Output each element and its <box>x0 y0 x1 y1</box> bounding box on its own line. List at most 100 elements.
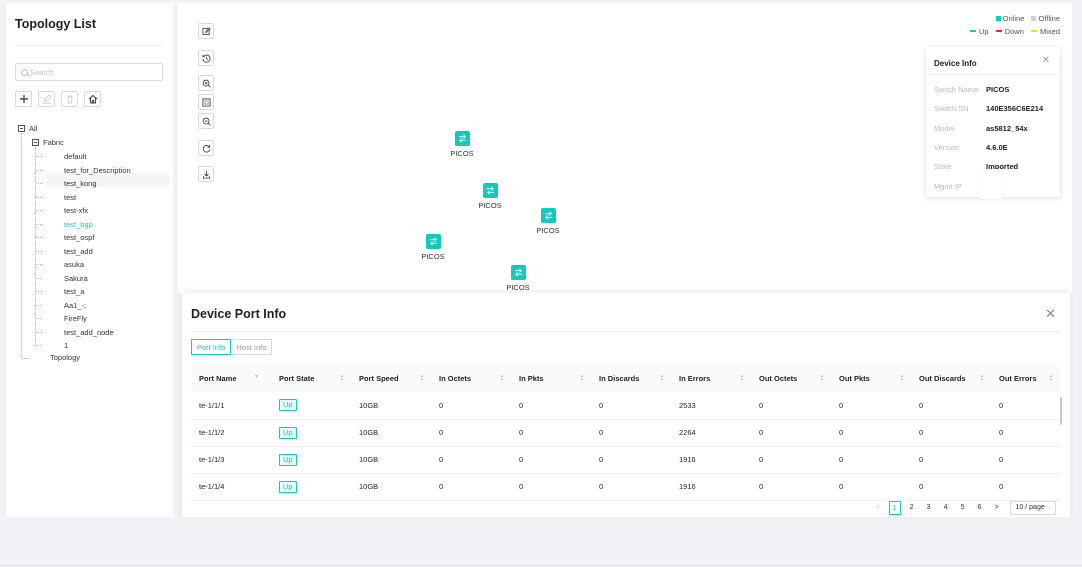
field-value: Imported <box>986 162 1019 172</box>
refresh-button[interactable] <box>198 140 214 156</box>
table-cell: 2533 <box>671 392 751 420</box>
sort-icon[interactable]: ▲ ▼ <box>740 373 744 382</box>
topology-canvas[interactable]: PICOS PICOS PICOS PICOS PICOS Online Off… <box>178 3 1072 293</box>
tree-node-topology-item[interactable]: test_add_node <box>64 327 114 337</box>
cell-value: 0 <box>919 428 924 437</box>
tree-node-fabric[interactable]: Fabric <box>32 137 64 148</box>
panel-tabs: Port Info Host Info <box>191 339 273 355</box>
tree-node-topology-item[interactable]: Sakura <box>64 273 88 283</box>
tree-node-topology-item[interactable]: test_ospf <box>64 233 95 242</box>
home-icon <box>88 94 97 104</box>
switch-node[interactable]: PICOS <box>498 265 538 292</box>
column-header[interactable]: Port State ▲ ▼ <box>271 364 351 392</box>
column-header[interactable]: Out Pkts ▲ ▼ <box>831 364 911 392</box>
tree-node-topology[interactable]: Topology <box>50 353 81 362</box>
tree-node-topology-item[interactable]: test_for_Description <box>64 165 131 175</box>
device-info-row: State Imported <box>934 162 1018 171</box>
download-button[interactable] <box>198 166 214 182</box>
sort-icon[interactable]: ▲ ▼ <box>500 373 504 382</box>
table-scrollbar[interactable] <box>1060 397 1062 425</box>
tree-node-topology-item[interactable]: FireFly <box>64 314 87 323</box>
history-tool-button[interactable] <box>198 50 214 66</box>
page-number-button[interactable]: 2 <box>909 504 914 511</box>
edit-tool-button[interactable] <box>198 23 214 39</box>
tree-node-topology-item[interactable]: 1 <box>64 341 69 350</box>
switch-node[interactable]: PICOS <box>470 183 510 210</box>
page-number-button[interactable]: 3 <box>926 504 931 511</box>
sort-icon[interactable]: ▲ ▼ <box>980 373 984 382</box>
zoom-out-button[interactable] <box>198 113 214 129</box>
delete-topology-button[interactable] <box>61 91 78 107</box>
switch-node[interactable]: PICOS <box>442 131 482 158</box>
column-header[interactable]: In Errors ▲ ▼ <box>671 364 751 392</box>
switch-node[interactable]: PICOS <box>528 208 568 235</box>
cell-value: 0 <box>759 482 764 491</box>
column-header[interactable]: In Pkts ▲ ▼ <box>511 364 591 392</box>
edit-topology-button[interactable] <box>38 91 55 107</box>
page-number-button[interactable]: 4 <box>943 504 948 511</box>
close-icon[interactable]: ✕ <box>1045 306 1056 321</box>
column-header[interactable]: Out Errors ▲ ▼ <box>991 364 1060 392</box>
page-size-select[interactable]: 10 / page ⌵ <box>1009 501 1056 515</box>
mixed-line-swatch <box>1030 30 1037 32</box>
table-cell: 0 <box>991 392 1060 420</box>
search-box[interactable] <box>15 63 163 81</box>
tree-guide <box>36 277 43 279</box>
sort-icon[interactable]: ▲ ▼ <box>900 373 904 382</box>
tree-node-topology-item[interactable]: Aa1_-; <box>64 300 87 310</box>
sort-icon[interactable]: ▲ ▼ <box>420 373 424 382</box>
sort-icon[interactable]: ▲ ▼ <box>340 373 344 382</box>
collapse-icon[interactable] <box>32 139 39 146</box>
legend-online-label: Online <box>1002 14 1025 23</box>
column-header[interactable]: Port Speed ▲ ▼ <box>351 364 431 392</box>
device-info-row: Model as5812_54x <box>934 124 1028 133</box>
table-row[interactable]: te-1/1/1 Up 10GB 0 0 0 2533 0 0 0 0 <box>191 392 1060 420</box>
switch-node[interactable]: PICOS <box>413 234 453 261</box>
tree-node-topology-item[interactable]: test <box>64 192 77 202</box>
tree-node-topology-item[interactable]: test-xfx <box>64 206 89 215</box>
sort-icon[interactable]: ▲ ▼ <box>820 373 824 382</box>
tree-node-topology-item[interactable]: asuka <box>64 260 85 269</box>
tree-node-all[interactable]: All <box>18 123 37 134</box>
table-row[interactable]: te-1/1/4 Up 10GB 0 0 0 1916 0 0 0 0 <box>191 473 1060 501</box>
column-header[interactable]: In Discards ▲ ▼ <box>591 364 671 392</box>
close-icon[interactable]: ✕ <box>1041 55 1050 66</box>
cell-value: 0 <box>519 428 524 437</box>
column-header[interactable]: Out Octets ▲ ▼ <box>751 364 831 392</box>
zoom-out-icon <box>202 117 211 126</box>
page-number-button[interactable]: 5 <box>960 504 965 511</box>
tree-node-topology-item[interactable]: test_kong <box>64 179 97 188</box>
sort-icon[interactable]: ▲ ▼ <box>1049 373 1053 382</box>
sort-icon[interactable]: ▲ ▼ <box>660 373 664 382</box>
tree-node-topology-item[interactable]: test_bgp <box>64 219 93 229</box>
next-page-button[interactable]: > <box>994 504 999 511</box>
column-header[interactable]: Port Name ▼ <box>191 364 271 392</box>
table-cell: 0 <box>511 473 591 501</box>
column-header[interactable]: Out Discards ▲ ▼ <box>911 364 991 392</box>
tree-node-topology-item[interactable]: test_a <box>64 287 85 296</box>
prev-page-button[interactable]: < <box>875 504 880 511</box>
tab-host-info[interactable]: Host Info <box>231 339 273 355</box>
table-cell: 0 <box>511 419 591 447</box>
add-topology-button[interactable] <box>15 91 32 107</box>
tree-node-topology-item[interactable]: default <box>64 152 87 161</box>
sort-icon[interactable]: ▲ ▼ <box>580 373 584 382</box>
table-row[interactable]: te-1/1/3 Up 10GB 0 0 0 1916 0 0 0 0 <box>191 446 1060 474</box>
filter-icon[interactable]: ▼ <box>254 374 259 380</box>
table-row[interactable]: te-1/1/2 Up 10GB 0 0 0 2264 0 0 0 0 <box>191 419 1060 447</box>
tree-node-topology-item[interactable]: test_add <box>64 246 93 256</box>
column-header-label: In Discards <box>599 373 640 383</box>
column-header[interactable]: In Octets ▲ ▼ <box>431 364 511 392</box>
status-badge: Up <box>279 426 297 439</box>
cell-value: 0 <box>599 455 604 464</box>
tab-port-info[interactable]: Port Info <box>191 339 232 355</box>
page-number-button[interactable]: 6 <box>977 504 982 511</box>
search-input[interactable] <box>30 67 150 77</box>
page-number-button[interactable]: 1 <box>888 501 901 515</box>
zoom-in-button[interactable] <box>198 75 214 91</box>
tree-guide <box>36 250 43 252</box>
home-button[interactable] <box>84 91 101 107</box>
fit-view-button[interactable] <box>198 94 214 110</box>
collapse-icon[interactable] <box>18 125 25 132</box>
